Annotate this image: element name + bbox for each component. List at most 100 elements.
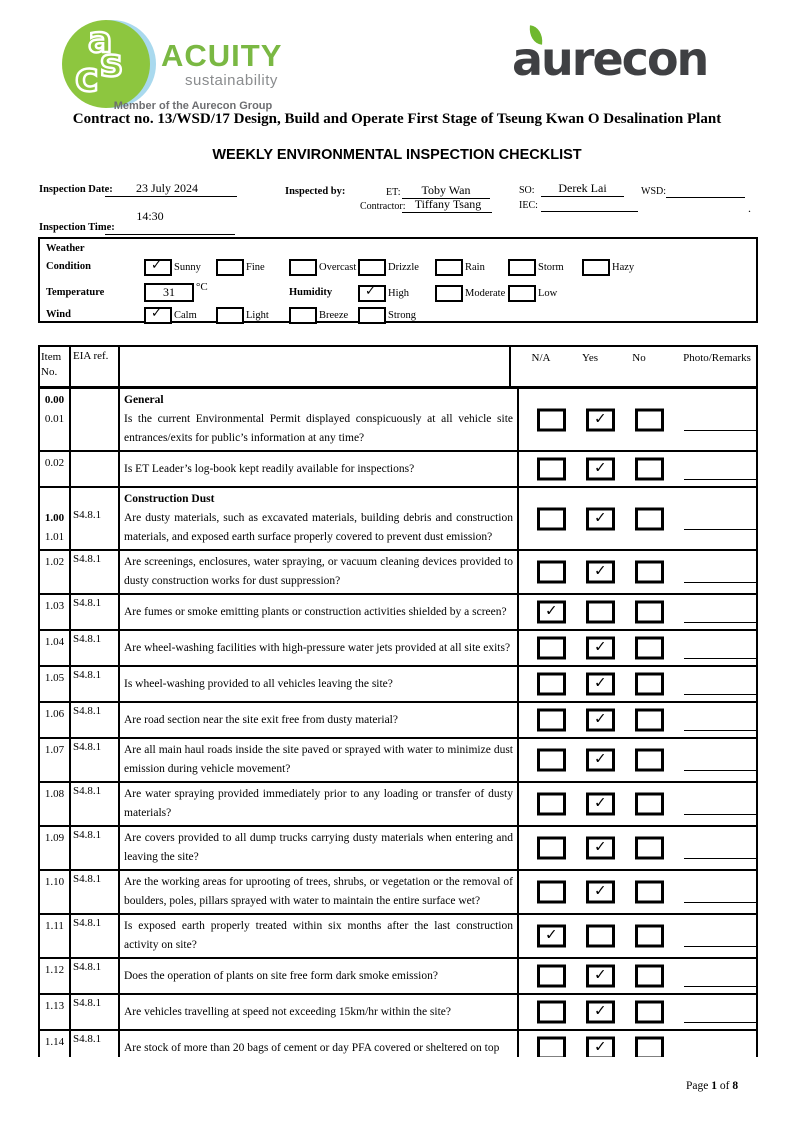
checkbox-no[interactable]	[635, 600, 664, 624]
temperature-input[interactable]: 31	[144, 283, 194, 302]
so-value[interactable]: Derek Lai	[558, 181, 607, 195]
table-row: 1.04 S4.8.1 Are wheel-washing facilities…	[40, 631, 756, 667]
checkbox-na[interactable]	[537, 600, 566, 624]
checkbox-sunny[interactable]	[144, 258, 172, 276]
checkbox-na[interactable]	[537, 924, 566, 948]
checkbox-no[interactable]	[635, 792, 664, 816]
remarks-line[interactable]	[684, 581, 756, 583]
remarks-line[interactable]	[684, 429, 756, 431]
checkbox-no[interactable]	[635, 708, 664, 732]
checkbox-light[interactable]	[216, 307, 244, 324]
checkbox-na[interactable]	[537, 964, 566, 988]
checkbox-yes[interactable]	[586, 964, 615, 988]
remarks-line[interactable]	[684, 657, 756, 659]
checkbox-high[interactable]	[358, 284, 386, 302]
checkbox-yes[interactable]	[586, 924, 615, 948]
checkbox-yes[interactable]	[586, 836, 615, 860]
table-row: 0.00 0.01 General Is the current Environm…	[40, 389, 756, 452]
checkbox-na[interactable]	[537, 560, 566, 584]
checkbox-na[interactable]	[537, 792, 566, 816]
checkbox-na[interactable]	[537, 748, 566, 772]
question-cell: Construction Dust Are dusty materials, s…	[120, 488, 519, 549]
answer-cell	[519, 452, 756, 486]
condition-label: Condition	[46, 261, 91, 272]
checkbox-overcast[interactable]	[289, 259, 317, 276]
eia-ref-cell: S4.8.1	[71, 783, 120, 825]
checkbox-na[interactable]	[537, 457, 566, 481]
checkbox-fine[interactable]	[216, 259, 244, 276]
wsd-line[interactable]	[666, 196, 745, 198]
item-no-cell: 1.04	[40, 631, 71, 665]
checkbox-no[interactable]	[635, 1000, 664, 1024]
checkbox-na[interactable]	[537, 880, 566, 904]
checkbox-no[interactable]	[635, 1036, 664, 1057]
checkbox-yes[interactable]	[586, 1036, 615, 1057]
checkbox-yes[interactable]	[586, 507, 615, 530]
checkbox-yes[interactable]	[586, 1000, 615, 1024]
checkbox-na[interactable]	[537, 708, 566, 732]
checkbox-yes[interactable]	[586, 748, 615, 772]
checkbox-storm[interactable]	[508, 259, 536, 276]
remarks-line[interactable]	[684, 528, 756, 530]
checkbox-yes[interactable]	[586, 457, 615, 481]
checkbox-strong[interactable]	[358, 307, 386, 324]
checkbox-no[interactable]	[635, 636, 664, 660]
remarks-line[interactable]	[684, 621, 756, 623]
checkbox-yes[interactable]	[586, 636, 615, 660]
checkbox-no[interactable]	[635, 507, 664, 530]
checkbox-no[interactable]	[635, 880, 664, 904]
checkbox-calm[interactable]	[144, 306, 172, 324]
checkbox-na[interactable]	[537, 836, 566, 860]
remarks-line[interactable]	[684, 857, 756, 859]
checkbox-hazy[interactable]	[582, 259, 610, 276]
answer-cell	[519, 703, 756, 737]
checkbox-yes[interactable]	[586, 792, 615, 816]
remarks-line[interactable]	[684, 1021, 756, 1023]
checkbox-no[interactable]	[635, 408, 664, 431]
checkbox-yes[interactable]	[586, 560, 615, 584]
checkbox-na[interactable]	[537, 408, 566, 431]
remarks-line[interactable]	[684, 693, 756, 695]
checkbox-yes[interactable]	[586, 880, 615, 904]
checkbox-breeze[interactable]	[289, 307, 317, 324]
question-cell: Is exposed earth properly treated within…	[120, 915, 519, 957]
eia-ref-cell: S4.8.1	[71, 595, 120, 629]
checkbox-na[interactable]	[537, 672, 566, 696]
checkbox-yes[interactable]	[586, 708, 615, 732]
iec-line[interactable]	[541, 210, 638, 212]
remarks-line[interactable]	[684, 769, 756, 771]
table-row: 0.02 Is ET Leader’s log-book kept readil…	[40, 452, 756, 488]
checkbox-rain[interactable]	[435, 259, 463, 276]
checkbox-no[interactable]	[635, 672, 664, 696]
remarks-line[interactable]	[684, 813, 756, 815]
remarks-line[interactable]	[684, 985, 756, 987]
checkbox-no[interactable]	[635, 457, 664, 481]
temperature-label: Temperature	[46, 287, 105, 298]
contractor-value[interactable]: Tiffany Tsang	[414, 197, 482, 211]
eia-ref-cell	[71, 389, 120, 450]
inspection-date-value[interactable]: 23 July 2024	[135, 181, 198, 195]
checkbox-no[interactable]	[635, 836, 664, 860]
checkbox-no[interactable]	[635, 748, 664, 772]
checkbox-no[interactable]	[635, 964, 664, 988]
checkbox-no[interactable]	[635, 560, 664, 584]
checkbox-na[interactable]	[537, 1000, 566, 1024]
checkbox-drizzle[interactable]	[358, 259, 386, 276]
checkbox-moderate[interactable]	[435, 285, 463, 302]
checkbox-no[interactable]	[635, 924, 664, 948]
checkbox-yes[interactable]	[586, 600, 615, 624]
checkbox-low[interactable]	[508, 285, 536, 302]
checkbox-yes[interactable]	[586, 408, 615, 431]
inspection-time-value[interactable]: 14:30	[136, 209, 164, 223]
remarks-line[interactable]	[684, 901, 756, 903]
checkbox-na[interactable]	[537, 636, 566, 660]
inspection-time-label: Inspection Time:	[39, 222, 115, 233]
et-value[interactable]: Toby Wan	[421, 183, 471, 197]
checkbox-yes[interactable]	[586, 672, 615, 696]
inspection-time-line	[105, 233, 235, 235]
remarks-line[interactable]	[684, 945, 756, 947]
checkbox-na[interactable]	[537, 1036, 566, 1057]
checkbox-na[interactable]	[537, 507, 566, 530]
remarks-line[interactable]	[684, 729, 756, 731]
remarks-line[interactable]	[684, 478, 756, 480]
